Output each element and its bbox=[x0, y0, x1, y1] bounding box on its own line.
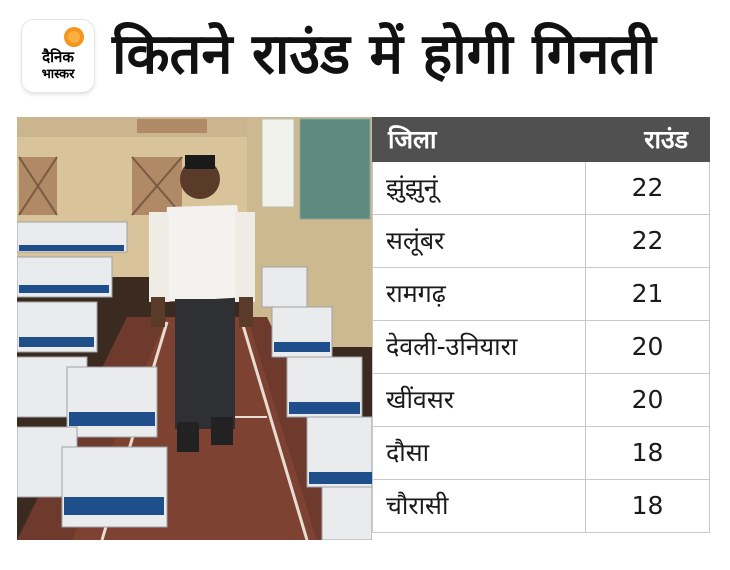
round-count: 22 bbox=[585, 162, 709, 214]
header-rounds: राउंड bbox=[644, 125, 688, 154]
logo-line-1: दैनिक bbox=[42, 48, 74, 66]
table-row: खींवसर 20 bbox=[372, 374, 710, 427]
district-name: चौरासी bbox=[386, 491, 449, 520]
round-count: 20 bbox=[585, 321, 709, 373]
table-row: चौरासी 18 bbox=[372, 480, 710, 533]
rounds-table: जिला राउंड झुंझुनूं 22 सलूंबर 22 रामगढ़ … bbox=[372, 117, 710, 540]
district-name: खींवसर bbox=[386, 385, 454, 414]
logo-line-2: भास्कर bbox=[41, 67, 75, 82]
table-row: सलूंबर 22 bbox=[372, 215, 710, 268]
district-name: देवली-उनियारा bbox=[386, 332, 518, 361]
round-count: 21 bbox=[585, 268, 709, 320]
district-name: रामगढ़ bbox=[386, 279, 446, 308]
table-row: रामगढ़ 21 bbox=[372, 268, 710, 321]
table-header: जिला राउंड bbox=[372, 117, 710, 162]
header-district: जिला bbox=[388, 125, 437, 154]
round-count: 22 bbox=[585, 215, 709, 267]
counting-hall-photo bbox=[17, 117, 372, 540]
table-row: देवली-उनियारा 20 bbox=[372, 321, 710, 374]
table-row: दौसा 18 bbox=[372, 427, 710, 480]
district-name: झुंझुनूं bbox=[386, 173, 438, 202]
district-name: सलूंबर bbox=[386, 226, 445, 255]
round-count: 20 bbox=[585, 374, 709, 426]
district-name: दौसा bbox=[386, 438, 430, 467]
round-count: 18 bbox=[585, 480, 709, 532]
page-title: कितने राउंड में होगी गिनती bbox=[112, 22, 656, 87]
dainik-bhaskar-logo: दैनिक भास्कर bbox=[22, 20, 94, 92]
round-count: 18 bbox=[585, 427, 709, 479]
sun-icon bbox=[64, 27, 84, 47]
table-row: झुंझुनूं 22 bbox=[372, 162, 710, 215]
